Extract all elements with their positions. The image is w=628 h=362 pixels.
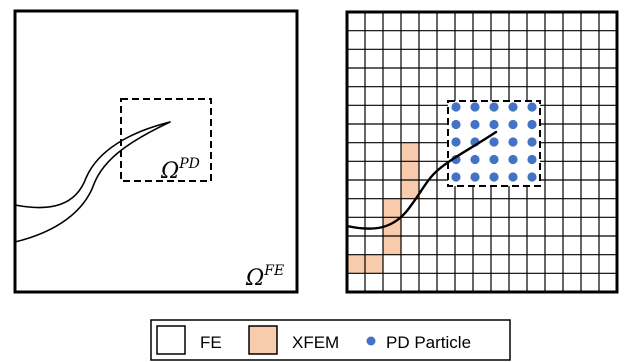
xfem-cell — [365, 254, 383, 274]
pd-particle — [451, 172, 461, 182]
legend-fe-swatch — [156, 325, 186, 355]
pd-particle — [489, 172, 499, 182]
pd-particles — [451, 102, 537, 182]
pd-particle — [527, 154, 537, 165]
crack-curve — [14, 121, 171, 243]
xfem-cells — [347, 142, 419, 274]
pd-particle — [527, 102, 537, 112]
pd-particle — [470, 172, 480, 182]
pd-particle — [451, 154, 461, 165]
pd-particle — [451, 119, 461, 130]
mesh-outer-border — [345, 10, 619, 294]
omega-pd-label: ΩPD — [160, 156, 200, 184]
pd-particle — [527, 137, 537, 147]
legend-frame — [150, 319, 511, 361]
xfem-cell — [383, 198, 401, 218]
pd-particle — [508, 137, 518, 147]
pd-particle — [489, 102, 499, 112]
pd-particle — [527, 172, 537, 182]
legend-pd-particle-marker — [366, 336, 376, 346]
xfem-cell — [401, 142, 419, 162]
fe-mesh-grid — [347, 12, 617, 292]
pd-particle — [508, 172, 518, 182]
omega-fe-label: ΩFE — [245, 263, 284, 291]
pd-particle — [489, 137, 499, 147]
pd-particle — [508, 119, 518, 130]
xfem-cell — [383, 236, 401, 255]
pd-particle — [527, 119, 537, 130]
pd-particle — [508, 102, 518, 112]
legend-fe-label: FE — [200, 333, 222, 352]
xfem-cell — [401, 180, 419, 199]
pd-particle — [489, 154, 499, 165]
xfem-cell — [347, 254, 365, 274]
pd-particle — [470, 154, 480, 165]
pd-particle — [470, 119, 480, 130]
pd-particle — [470, 102, 480, 112]
legend-xfem-swatch — [248, 325, 278, 355]
pd-particle — [451, 102, 461, 112]
right-panel — [345, 10, 619, 294]
pd-particle — [489, 119, 499, 130]
fe-domain-box — [13, 9, 299, 294]
legend-xfem-label: XFEM — [292, 333, 339, 352]
legend: FE XFEM PD Particle — [150, 319, 511, 361]
legend-pd-label: PD Particle — [386, 333, 471, 352]
xfem-cell — [401, 161, 419, 180]
pd-particle — [451, 137, 461, 147]
pd-particle — [508, 154, 518, 165]
left-panel: ΩPD ΩFE — [13, 9, 299, 294]
crack-path — [345, 130, 498, 230]
